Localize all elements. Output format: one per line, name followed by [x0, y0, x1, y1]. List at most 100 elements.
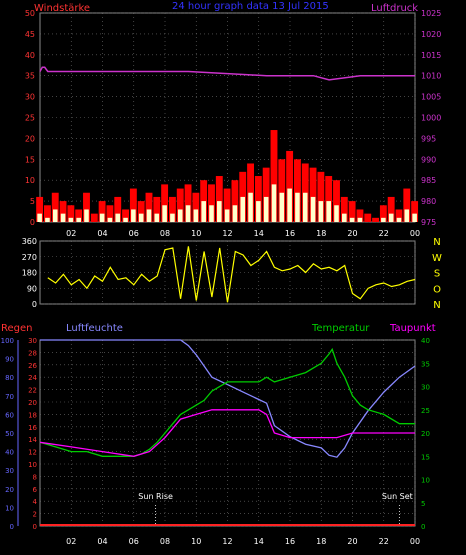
- wind-average-bar: [342, 213, 347, 222]
- wind-gust-bar: [184, 184, 192, 222]
- compass-label: N: [433, 237, 440, 248]
- compass-label: N: [433, 300, 440, 311]
- wind-average-bar: [318, 201, 324, 222]
- wind-average-bar: [99, 213, 105, 222]
- wind-average-bar: [107, 217, 113, 222]
- wind-gust-bar: [254, 176, 262, 222]
- wind-average-bar: [217, 201, 222, 222]
- humidity-y-axis-ticks: 0 10 20 30 40 50 60 70 80 90 100: [1, 337, 19, 531]
- rain-y-tick: 24: [28, 374, 37, 382]
- wind-average-bar: [123, 217, 128, 222]
- wind-gust-bar: [286, 150, 294, 222]
- wind-average-bar: [334, 205, 339, 222]
- wind-gust-bar: [309, 167, 317, 222]
- wind-y-tick: 5: [30, 197, 35, 206]
- wind-average-bar: [256, 201, 261, 222]
- temperature-y-tick: 35: [421, 360, 430, 368]
- rain-y-tick: 30: [28, 337, 37, 345]
- humidity-y-tick: 30: [5, 467, 14, 475]
- wind-gust-bar: [403, 188, 411, 222]
- temperature-y-tick: 20: [421, 430, 430, 438]
- pressure-y-tick: 985: [421, 176, 436, 185]
- wind-average-bar: [271, 184, 277, 222]
- wind-average-bar: [201, 201, 206, 222]
- pressure-axis-label: Luftdruck: [371, 3, 418, 14]
- rain-y-tick: 16: [28, 424, 37, 432]
- wind-gust-bar: [325, 176, 333, 222]
- humidity-y-tick: 50: [5, 430, 14, 438]
- humidity-y-tick: 70: [5, 393, 14, 401]
- rain-y-tick: 18: [28, 411, 37, 419]
- temperature-x-tick: 04: [97, 537, 107, 546]
- wind-gust-bar: [293, 159, 301, 222]
- wind-average-bar: [162, 205, 167, 222]
- wind-x-tick: 16: [285, 229, 295, 238]
- wind-gust-bar: [411, 201, 419, 222]
- wind-average-bar: [84, 209, 89, 222]
- wind-y-tick: 40: [25, 51, 35, 60]
- direction-y-tick: 360: [22, 237, 37, 246]
- wind-average-bar: [131, 209, 136, 222]
- wind-gust-bar: [75, 209, 83, 222]
- wind-gust-bar: [106, 205, 114, 222]
- wind-gust-bar: [247, 163, 254, 222]
- wind-gust-bar: [231, 180, 239, 222]
- direction-y-tick: 0: [32, 300, 37, 309]
- wind-gust-bar: [340, 196, 348, 222]
- wind-x-tick: 00: [410, 229, 420, 238]
- wind-x-tick: 20: [347, 229, 357, 238]
- temperature-x-axis-ticks: 02 04 06 08 10 12 14 16 18 20 22 00: [66, 537, 420, 546]
- pressure-y-tick: 1010: [421, 72, 441, 81]
- pressure-line: [39, 66, 415, 81]
- wind-average-bar: [279, 192, 285, 222]
- wind-x-tick: 08: [160, 229, 170, 238]
- wind-gust-bar: [372, 217, 379, 222]
- wind-average-bar: [209, 205, 214, 222]
- wind-average-bar: [37, 213, 42, 222]
- rain-y-tick: 28: [28, 349, 37, 357]
- wind-y-tick: 0: [30, 218, 35, 227]
- compass-label: S: [434, 269, 440, 280]
- rain-y-tick: 2: [33, 511, 37, 519]
- wind-average-bar: [177, 209, 183, 222]
- temperature-x-tick: 14: [254, 537, 264, 546]
- wind-average-bar: [396, 217, 402, 222]
- wind-gust-bar: [90, 213, 98, 222]
- wind-gust-bar: [67, 205, 75, 222]
- wind-gust-bar: [176, 188, 184, 222]
- humidity-y-tick: 40: [5, 449, 14, 457]
- humidity-y-tick: 80: [5, 374, 14, 382]
- wind-gust-bar: [168, 196, 176, 222]
- wind-average-bar: [248, 192, 253, 222]
- humidity-y-tick: 90: [5, 356, 14, 364]
- wind-gust-bar: [98, 201, 106, 222]
- wind-gust-bar: [36, 196, 44, 222]
- temperature-y-tick: 5: [421, 500, 425, 508]
- wind-average-bar: [388, 213, 394, 222]
- temperature-x-tick: 18: [316, 537, 326, 546]
- pressure-y-tick: 1005: [421, 93, 441, 102]
- rain-axis-label: Regen: [1, 323, 33, 334]
- pressure-y-tick: 1015: [421, 51, 441, 60]
- wind-x-tick: 04: [97, 229, 107, 238]
- wind-y-tick: 25: [25, 114, 35, 123]
- rain-y-tick: 4: [33, 498, 38, 506]
- wind-x-tick: 22: [379, 229, 389, 238]
- humidity-axis-label: Luftfeuchte: [66, 323, 123, 334]
- temperature-y-tick: 0: [421, 523, 425, 531]
- wind-gust-bar: [43, 205, 51, 222]
- wind-gust-bar: [161, 184, 169, 222]
- wind-average-bar: [287, 188, 292, 222]
- pressure-y-tick: 1000: [421, 114, 441, 123]
- wind-x-tick: 18: [316, 229, 326, 238]
- wind-gust-bar: [145, 192, 153, 222]
- temperature-axis-label: Temperatur: [311, 323, 370, 334]
- humidity-y-tick: 10: [5, 504, 14, 512]
- temperature-line: [39, 347, 415, 457]
- wind-gust-bar: [333, 180, 340, 222]
- wind-gust-bar: [379, 205, 387, 222]
- rain-y-tick: 20: [28, 399, 37, 407]
